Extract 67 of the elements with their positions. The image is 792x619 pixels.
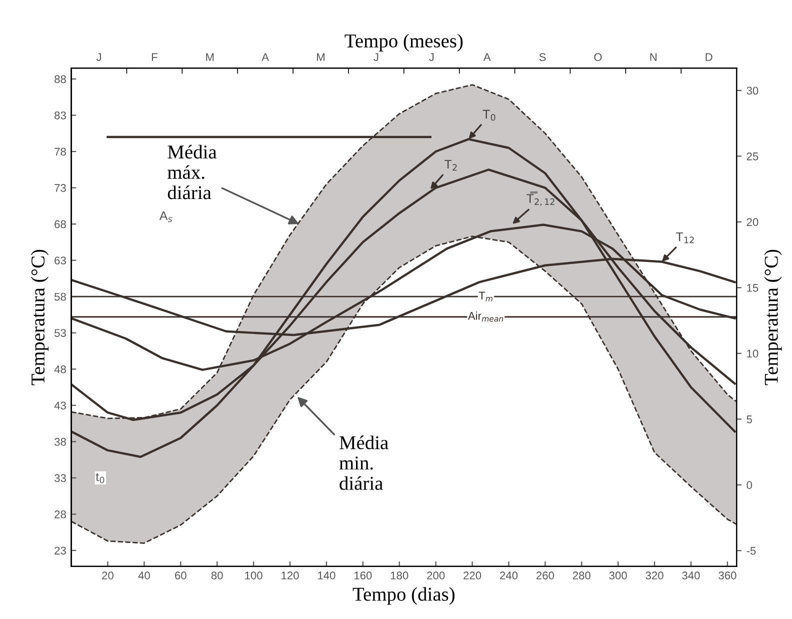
x-tick-label: 160 xyxy=(354,572,372,580)
text: S xyxy=(539,53,546,62)
text: N xyxy=(650,53,657,61)
y-tick-label: 53 xyxy=(54,329,66,337)
y-tick-label: 28 xyxy=(54,510,66,518)
line-series xyxy=(71,84,737,420)
y-tick-label: 48 xyxy=(54,365,66,374)
text: A xyxy=(483,53,491,61)
x-tick-label: 200 xyxy=(427,572,445,580)
annotation: A$_{s}$ xyxy=(159,211,172,222)
text: J xyxy=(96,53,101,62)
x-tick-label: 260 xyxy=(536,572,554,580)
y-tick-label: 63 xyxy=(54,256,66,264)
x-tick-label: 20 xyxy=(102,572,114,580)
x-tick-label: 280 xyxy=(572,572,590,580)
text: F xyxy=(152,53,158,61)
x-tick-label: 220 xyxy=(464,572,482,580)
text: J xyxy=(374,53,378,62)
y2-tick-label: -5 xyxy=(746,546,756,555)
text: M xyxy=(317,53,324,61)
text: D xyxy=(706,53,712,61)
y-axis-title: Temperatura (°C) xyxy=(30,250,49,386)
y-tick-label: 58 xyxy=(54,292,66,301)
y2-tick-label: 15 xyxy=(747,284,758,292)
y2-tick-label: 30 xyxy=(746,86,758,95)
x-tick-label: 360 xyxy=(718,572,736,580)
y-tick-label: 38 xyxy=(54,438,66,446)
x-tick-label: 80 xyxy=(211,572,223,580)
y2-tick-label: 5 xyxy=(746,416,752,424)
annotation: Média min. diária xyxy=(339,436,388,490)
y2-tick-label: 10 xyxy=(747,350,758,358)
x-tick-label: 300 xyxy=(609,572,627,580)
x-axis-title: Tempo (dias) xyxy=(352,587,454,605)
y2-tick-label: 25 xyxy=(746,152,758,160)
annotation: T$_{2}$ xyxy=(444,160,457,171)
x-tick-label: 140 xyxy=(318,572,336,580)
y2-axis-title: Temperatura (°C) xyxy=(764,250,782,386)
y2-tick-label: 0 xyxy=(746,481,752,490)
text: O xyxy=(594,53,602,62)
x-tick-label: 240 xyxy=(500,572,518,580)
x-tick-label: 320 xyxy=(646,572,664,580)
y-tick-label: 88 xyxy=(54,75,66,84)
annotation: T$_{0}$ xyxy=(482,110,496,121)
annotation: T̿$_{2,12}$ xyxy=(526,192,554,206)
y-tick-label: 33 xyxy=(54,474,66,482)
x2-axis-title: Tempo (meses) xyxy=(344,34,463,52)
ref-line-label: Air$_{mean}$ xyxy=(468,312,504,322)
y2-tick-label: 20 xyxy=(746,218,758,226)
ref-line-label: T$_{m}$ xyxy=(478,292,492,302)
annotation: t$_{0}$ xyxy=(96,473,104,484)
text: M xyxy=(206,53,214,61)
y-tick-label: 73 xyxy=(54,184,66,192)
annotation: T$_{12}$ xyxy=(676,232,694,244)
text: J xyxy=(429,53,434,62)
y-tick-label: 78 xyxy=(54,148,66,156)
y-tick-label: 23 xyxy=(54,546,66,555)
x-tick-label: 340 xyxy=(682,572,700,580)
x-tick-label: 40 xyxy=(138,572,150,580)
annotation: Média máx. diária xyxy=(168,144,217,200)
y-tick-label: 43 xyxy=(54,402,66,410)
x-tick-label: 100 xyxy=(245,572,262,580)
x-tick-label: 120 xyxy=(282,572,299,580)
y-tick-label: 83 xyxy=(54,112,66,120)
text: A xyxy=(262,53,270,61)
x-tick-label: 180 xyxy=(390,572,408,580)
y-tick-label: 68 xyxy=(54,220,66,228)
x-tick-label: 60 xyxy=(175,572,186,580)
